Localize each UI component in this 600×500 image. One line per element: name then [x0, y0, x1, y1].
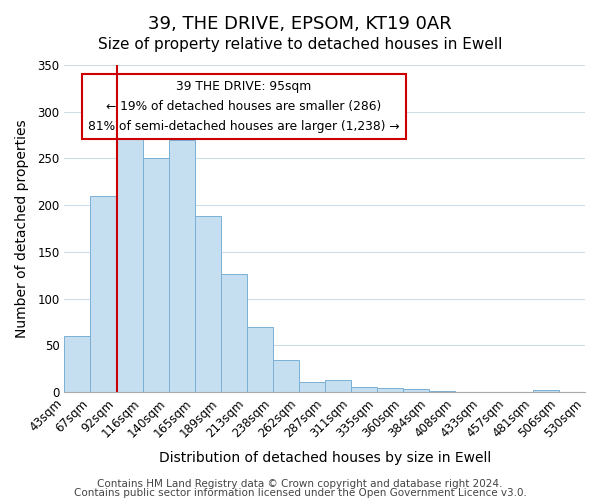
Text: 39, THE DRIVE, EPSOM, KT19 0AR: 39, THE DRIVE, EPSOM, KT19 0AR [148, 15, 452, 33]
Bar [247, 326, 272, 392]
Y-axis label: Number of detached properties: Number of detached properties [15, 120, 29, 338]
Bar [533, 390, 559, 392]
Bar [325, 380, 351, 392]
Text: Contains HM Land Registry data © Crown copyright and database right 2024.: Contains HM Land Registry data © Crown c… [97, 479, 503, 489]
Bar [91, 196, 116, 392]
Bar [351, 388, 377, 392]
Text: 39 THE DRIVE: 95sqm
← 19% of detached houses are smaller (286)
81% of semi-detac: 39 THE DRIVE: 95sqm ← 19% of detached ho… [88, 80, 400, 132]
Bar [299, 382, 325, 392]
Bar [169, 140, 194, 392]
Bar [221, 274, 247, 392]
Bar [429, 391, 455, 392]
Text: Contains public sector information licensed under the Open Government Licence v3: Contains public sector information licen… [74, 488, 526, 498]
Text: Size of property relative to detached houses in Ewell: Size of property relative to detached ho… [98, 38, 502, 52]
Bar [377, 388, 403, 392]
Bar [143, 158, 169, 392]
X-axis label: Distribution of detached houses by size in Ewell: Distribution of detached houses by size … [158, 451, 491, 465]
Bar [272, 360, 299, 392]
Bar [116, 130, 143, 392]
Bar [403, 390, 429, 392]
Bar [64, 336, 91, 392]
Bar [194, 216, 221, 392]
